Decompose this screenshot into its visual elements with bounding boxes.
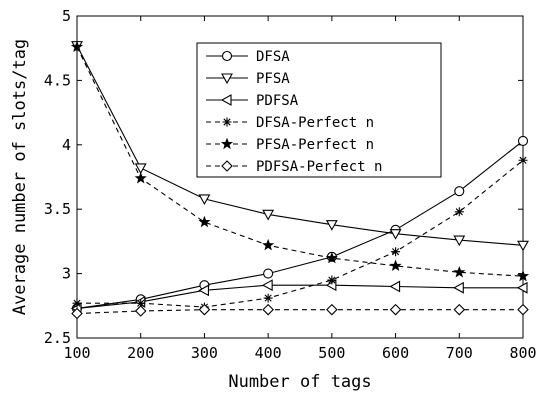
series-pfsa xyxy=(71,41,529,252)
legend-label: DFSA xyxy=(256,49,290,65)
data-point xyxy=(389,303,402,316)
y-axis-label: Average number of slots/tag xyxy=(10,39,30,315)
data-point xyxy=(134,305,147,317)
y-tick-label: 2.5 xyxy=(44,329,71,347)
x-tick-label: 400 xyxy=(255,344,282,362)
data-point xyxy=(517,303,529,316)
data-point xyxy=(198,215,211,228)
data-point xyxy=(454,207,464,217)
x-tick-label: 500 xyxy=(318,344,345,362)
legend-label: PFSA xyxy=(256,71,290,87)
series-group xyxy=(70,40,530,320)
data-point xyxy=(262,303,274,316)
data-point xyxy=(453,281,464,294)
data-point xyxy=(325,220,338,231)
data-point xyxy=(72,298,82,308)
legend-item: PDFSA xyxy=(206,93,299,109)
x-tick-label: 800 xyxy=(509,344,536,362)
data-point xyxy=(325,251,338,264)
legend-marker xyxy=(220,94,232,106)
y-tick-label: 3.5 xyxy=(44,200,71,218)
data-point xyxy=(198,284,209,297)
data-point xyxy=(262,238,275,251)
x-tick-label: 700 xyxy=(446,344,473,362)
y-tick-label: 5 xyxy=(62,7,71,25)
y-tick-label: 4.5 xyxy=(44,71,71,89)
series-line xyxy=(77,159,524,308)
x-tick-label: 100 xyxy=(63,344,90,362)
series-line xyxy=(76,284,523,309)
legend-label: PDFSA xyxy=(256,93,299,109)
data-point xyxy=(262,209,275,221)
data-point xyxy=(517,135,529,146)
data-point xyxy=(391,247,401,257)
legend-label: PDFSA-Perfect n xyxy=(256,159,382,175)
data-point xyxy=(198,194,211,206)
series-pfsa-perfect-n xyxy=(70,40,530,282)
legend-item: PDFSA-Perfect n xyxy=(206,159,382,175)
x-axis-label: Number of tags xyxy=(228,372,371,392)
legend-item: PFSA-Perfect n xyxy=(206,137,374,153)
legend-marker xyxy=(221,73,233,85)
data-point xyxy=(453,265,466,278)
series-dfsa-perfect-n xyxy=(72,155,528,312)
legend-label: PFSA-Perfect n xyxy=(256,137,374,153)
data-point xyxy=(326,303,338,316)
legend-marker xyxy=(221,160,233,172)
data-point xyxy=(71,307,83,320)
data-point xyxy=(263,268,274,279)
x-tick-label: 600 xyxy=(382,344,409,362)
data-point xyxy=(516,281,528,294)
x-tick-label: 200 xyxy=(127,344,154,362)
data-point xyxy=(70,40,84,53)
data-point xyxy=(518,155,528,165)
legend-label: DFSA-Perfect n xyxy=(256,115,374,131)
data-point xyxy=(327,275,337,285)
data-point xyxy=(454,186,465,197)
data-point xyxy=(389,259,402,272)
series-line xyxy=(76,309,523,315)
legend-marker xyxy=(221,50,233,62)
data-point xyxy=(134,163,147,175)
data-point xyxy=(263,293,273,303)
x-tick-label: 300 xyxy=(191,344,218,362)
data-point xyxy=(198,303,211,316)
series-line xyxy=(76,140,524,309)
legend-item: DFSA-Perfect n xyxy=(206,115,374,131)
y-tick-label: 4 xyxy=(62,136,71,154)
legend-marker xyxy=(220,137,234,150)
series-pdfsa-perfect-n xyxy=(71,303,529,320)
data-point xyxy=(134,171,147,184)
y-tick-label: 3 xyxy=(62,265,71,283)
legend-item: DFSA xyxy=(206,49,290,65)
legend: DFSA PFSA PDFSA DFSA-Perfect n PFSA-Perfect … xyxy=(196,42,442,178)
data-point xyxy=(517,240,529,252)
data-point xyxy=(136,298,146,308)
data-point xyxy=(453,235,466,247)
data-point xyxy=(389,280,401,293)
data-point xyxy=(453,303,466,316)
axis-ticks: 100 200 300 400 500 600 700 800 2.5 3 3.5 4 4.5 5 xyxy=(44,7,537,362)
series-line xyxy=(76,45,524,246)
data-point xyxy=(262,279,273,292)
legend-box xyxy=(196,42,442,178)
legend-item: PFSA xyxy=(206,71,290,87)
data-point xyxy=(516,269,530,282)
legend-marker xyxy=(222,117,232,127)
data-point xyxy=(389,229,402,240)
